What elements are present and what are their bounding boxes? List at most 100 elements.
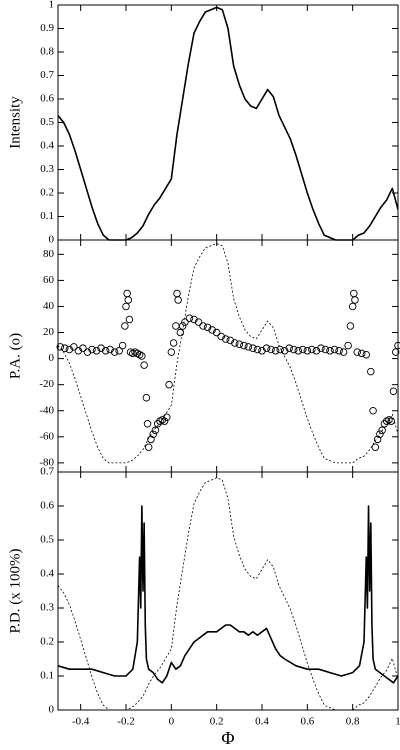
data-point: [339, 348, 348, 356]
data-point: [176, 328, 185, 337]
data-point: [326, 347, 334, 355]
x-tick-label: 0.6: [300, 716, 314, 728]
data-point: [178, 322, 187, 330]
data-point: [240, 341, 248, 350]
data-point: [369, 406, 377, 415]
y-tick-label: 0.6: [40, 93, 54, 105]
data-point: [160, 417, 169, 425]
data-point: [253, 345, 262, 354]
data-point: [221, 335, 230, 343]
y-tick-label: 0.2: [40, 187, 54, 199]
data-point: [285, 344, 293, 352]
x-axis-label: Φ: [221, 728, 234, 748]
data-point: [83, 348, 92, 356]
y-axis-label: Intensity: [7, 96, 23, 149]
data-point: [244, 343, 253, 351]
data-point: [56, 343, 65, 351]
data-point: [172, 322, 180, 330]
data-point: [371, 443, 380, 451]
y-tick-label: 0.6: [40, 500, 54, 512]
data-point: [194, 318, 203, 326]
data-point: [299, 345, 307, 354]
data-point: [153, 420, 162, 428]
y-tick-label: 0.1: [40, 670, 54, 682]
y-tick-label: -20: [39, 378, 54, 390]
data-point: [173, 289, 181, 298]
y-tick-label: 0.4: [40, 568, 54, 580]
y-tick-label: -80: [39, 456, 54, 468]
y-tick-label: 0.2: [40, 636, 54, 648]
data-point: [174, 296, 182, 304]
data-point: [61, 344, 69, 352]
data-point: [115, 347, 123, 355]
y-tick-label: 0.5: [40, 116, 54, 128]
data-point: [212, 328, 221, 337]
data-point: [289, 345, 298, 354]
data-point: [124, 296, 133, 304]
y-tick-label: 0: [49, 352, 55, 364]
data-point: [235, 340, 244, 349]
data-point: [125, 315, 134, 324]
data-point: [249, 344, 257, 352]
dashed-line: [57, 243, 399, 464]
y-tick-label: 60: [43, 274, 55, 286]
data-point: [163, 413, 171, 422]
data-point: [378, 426, 386, 435]
data-line: [57, 505, 399, 684]
data-point: [70, 343, 78, 351]
y-tick-label: -40: [39, 404, 54, 416]
data-point: [151, 426, 160, 435]
x-tick-label: 0.2: [210, 716, 224, 728]
data-point: [231, 339, 239, 347]
data-point: [123, 289, 131, 298]
data-point: [208, 326, 216, 334]
data-point: [280, 347, 289, 355]
data-point: [350, 289, 358, 298]
data-point: [348, 302, 357, 311]
y-tick-label: 40: [43, 300, 55, 312]
data-point: [147, 435, 155, 444]
data-point: [389, 387, 398, 395]
y-tick-label: 20: [43, 326, 55, 338]
x-tick-label: 0: [169, 716, 175, 728]
plot-frame: [57, 4, 399, 241]
y-axis-label: P.D. (x 100%): [7, 548, 23, 633]
data-point: [303, 347, 312, 355]
data-point: [199, 322, 207, 330]
y-tick-label: 0.7: [40, 69, 54, 81]
data-point: [110, 348, 119, 356]
data-point: [165, 380, 173, 389]
data-point: [185, 314, 194, 322]
data-point: [330, 345, 339, 354]
data-point: [367, 367, 375, 376]
data-point: [276, 345, 284, 354]
x-tick-label: -0.2: [117, 716, 134, 728]
data-point: [394, 341, 400, 350]
data-point: [391, 348, 400, 356]
dashed-line: [57, 477, 399, 711]
data-point: [142, 393, 151, 402]
y-tick-label: 0: [49, 704, 55, 716]
y-tick-label: -60: [39, 430, 54, 442]
data-point: [376, 430, 384, 438]
data-point: [335, 347, 343, 355]
data-point: [344, 341, 352, 350]
data-point: [226, 336, 235, 345]
y-tick-label: 0.3: [40, 602, 54, 614]
data-point: [217, 332, 225, 341]
y-tick-label: 0.5: [40, 534, 54, 546]
data-point: [97, 344, 105, 352]
data-point: [357, 349, 366, 358]
data-point: [79, 344, 87, 352]
data-point: [74, 347, 83, 355]
data-point: [271, 347, 280, 355]
data-point: [190, 315, 198, 324]
plot-frame: [57, 471, 399, 711]
data-point: [121, 322, 129, 330]
data-point: [92, 347, 101, 355]
data-line: [57, 6, 399, 241]
data-point: [362, 350, 371, 359]
y-tick-label: 0.7: [40, 466, 54, 478]
data-point: [317, 344, 325, 352]
data-point: [353, 348, 361, 356]
